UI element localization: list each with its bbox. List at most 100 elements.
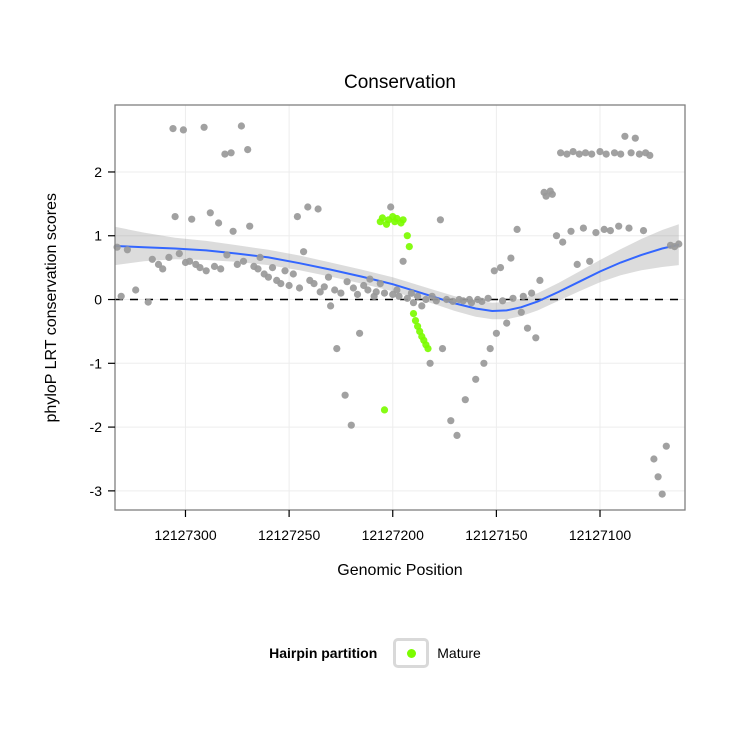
data-point-gray xyxy=(646,151,654,159)
data-point-gray xyxy=(490,267,498,275)
data-point-gray xyxy=(331,286,339,294)
data-point-mature xyxy=(378,214,386,222)
data-point-gray xyxy=(117,292,125,300)
data-point-gray xyxy=(206,209,214,217)
ci-ribbon xyxy=(115,224,679,320)
data-point-gray xyxy=(356,329,364,337)
data-point-gray xyxy=(631,134,639,142)
data-point-gray xyxy=(592,229,600,237)
data-point-gray xyxy=(519,292,527,300)
data-point-gray xyxy=(627,149,635,157)
data-point-gray xyxy=(289,270,297,278)
data-point-gray xyxy=(563,150,571,158)
data-point-gray xyxy=(399,257,407,265)
data-point-gray xyxy=(349,284,357,292)
data-point-gray xyxy=(472,375,480,383)
data-point-gray xyxy=(268,264,277,272)
data-point-gray xyxy=(395,292,403,300)
data-point-gray xyxy=(509,294,517,302)
data-point-mature xyxy=(409,310,418,318)
data-point-gray xyxy=(179,126,187,134)
data-point-gray xyxy=(662,442,670,450)
data-point-gray xyxy=(492,329,500,337)
data-point-gray xyxy=(310,280,318,288)
data-point-gray xyxy=(426,359,434,367)
data-point-gray xyxy=(223,251,231,259)
data-point-gray xyxy=(428,292,436,300)
data-point-gray xyxy=(169,125,177,133)
data-point-gray xyxy=(596,148,604,156)
data-point-mature xyxy=(403,232,411,240)
legend-item-label: Mature xyxy=(437,645,481,661)
data-point-gray xyxy=(277,280,285,288)
data-point-mature xyxy=(424,345,432,353)
data-point-gray xyxy=(461,396,469,404)
data-point-gray xyxy=(324,273,333,281)
data-point-gray xyxy=(432,297,440,305)
data-point-gray xyxy=(403,294,411,302)
data-point-gray xyxy=(393,286,401,294)
data-point-gray xyxy=(237,122,245,130)
data-point-gray xyxy=(617,150,625,158)
data-point-gray xyxy=(486,345,494,353)
data-point-gray xyxy=(333,345,341,353)
data-point-gray xyxy=(123,246,131,254)
data-point-gray xyxy=(484,294,492,302)
data-point-gray xyxy=(575,150,583,158)
data-point-gray xyxy=(635,150,644,158)
data-point-gray xyxy=(244,146,252,154)
x-tick-label: 12127300 xyxy=(154,527,217,543)
data-point-gray xyxy=(675,240,683,248)
data-point-gray xyxy=(304,203,312,211)
data-point-gray xyxy=(496,264,505,272)
data-point-gray xyxy=(579,224,588,232)
data-point-gray xyxy=(517,308,525,316)
data-point-gray xyxy=(621,132,629,140)
data-point-gray xyxy=(650,455,658,463)
data-point-gray xyxy=(654,473,662,481)
data-point-gray xyxy=(499,297,507,305)
data-point-gray xyxy=(625,224,633,232)
data-point-gray xyxy=(320,283,328,291)
panel-background xyxy=(115,105,685,510)
mature-point-icon xyxy=(406,648,416,658)
data-point-gray xyxy=(586,257,594,265)
data-point-gray xyxy=(196,264,204,272)
data-point-gray xyxy=(478,297,486,305)
x-tick-label: 12127150 xyxy=(465,527,528,543)
data-point-gray xyxy=(246,222,254,230)
data-point-gray xyxy=(409,299,418,307)
data-point-gray xyxy=(467,299,476,307)
data-point-gray xyxy=(438,345,447,353)
legend: Hairpin partition Mature xyxy=(0,638,750,668)
legend-item-mature: Mature xyxy=(393,638,481,668)
data-point-gray xyxy=(559,238,567,246)
y-tick-label: 2 xyxy=(94,164,102,180)
data-point-gray xyxy=(573,260,581,268)
data-point-gray xyxy=(407,289,415,297)
x-axis-label: Genomic Position xyxy=(337,562,463,579)
data-point-gray xyxy=(256,253,264,261)
data-point-gray xyxy=(528,289,536,297)
y-tick-label: -1 xyxy=(90,355,103,371)
data-point-gray xyxy=(148,255,156,263)
legend-key xyxy=(393,638,430,668)
data-point-gray xyxy=(602,150,610,158)
data-point-gray xyxy=(314,205,322,213)
data-point-gray xyxy=(606,227,615,235)
data-point-gray xyxy=(293,213,301,221)
data-point-gray xyxy=(353,290,362,298)
y-tick-label: 0 xyxy=(94,292,102,308)
data-point-gray xyxy=(480,359,488,367)
data-point-gray xyxy=(443,295,451,304)
data-point-gray xyxy=(453,431,461,439)
data-point-gray xyxy=(347,421,355,429)
data-point-gray xyxy=(239,257,248,265)
y-tick-label: 1 xyxy=(94,228,102,244)
data-point-gray xyxy=(449,297,457,305)
data-point-gray xyxy=(264,273,272,281)
data-point-gray xyxy=(341,391,349,399)
data-point-gray xyxy=(567,227,575,235)
data-point-gray xyxy=(175,250,183,258)
